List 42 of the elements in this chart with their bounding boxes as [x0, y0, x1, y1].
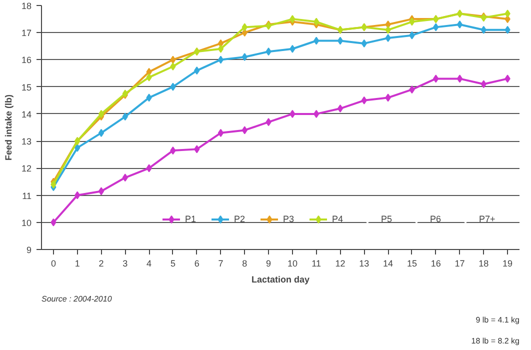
x-tick-label: 2 — [98, 258, 104, 268]
x-tick-label: 15 — [406, 258, 417, 268]
x-tick-label: 7 — [218, 258, 224, 268]
text: 18 lb = 8.2 kg — [471, 336, 520, 346]
x-tick-label: 3 — [122, 258, 128, 268]
y-tick-label: 14 — [21, 109, 32, 120]
y-tick-label: 15 — [21, 82, 32, 92]
x-tick-label: 9 — [266, 258, 272, 268]
source-note: Source : 2004-2010 — [42, 294, 112, 304]
x-tick-label: 6 — [194, 258, 200, 268]
y-tick-label: 9 — [26, 245, 32, 255]
x-tick-label: 17 — [454, 258, 465, 268]
x-tick-label: 12 — [335, 258, 346, 268]
y-tick-label: 11 — [22, 190, 32, 201]
y-tick-label: 16 — [21, 55, 32, 66]
x-tick-label: 19 — [502, 258, 513, 268]
y-axis-title: Feed intake (lb) — [3, 94, 14, 161]
x-tick-label: 18 — [478, 258, 489, 268]
x-tick-label: 5 — [170, 258, 176, 268]
legend-label: P7+ — [479, 214, 496, 224]
y-tick-label: 10 — [21, 218, 32, 228]
legend-label: P5 — [381, 214, 394, 224]
legend-label: P2 — [234, 214, 246, 224]
x-axis-title: Lactation day — [251, 274, 310, 284]
text: 9 lb = 4.1 kg — [476, 316, 520, 324]
x-tick-label: 4 — [146, 258, 152, 268]
y-tick-label: 12 — [21, 164, 32, 174]
legend-label: P4 — [332, 214, 344, 224]
legend-label: P3 — [283, 214, 296, 224]
x-tick-label: 13 — [359, 258, 370, 268]
x-tick-label: 14 — [383, 258, 394, 268]
x-tick-label: 10 — [287, 258, 298, 268]
x-tick-label: 0 — [50, 258, 56, 268]
x-tick-label: 11 — [312, 258, 322, 268]
y-tick-label: 13 — [21, 136, 32, 147]
x-tick-label: 1 — [74, 258, 80, 268]
x-tick-label: 8 — [242, 258, 248, 268]
y-tick-label: 18 — [21, 1, 32, 11]
legend-label: P6 — [430, 214, 442, 224]
legend-label: P1 — [185, 214, 198, 224]
y-tick-label: 17 — [21, 28, 32, 38]
x-tick-label: 16 — [430, 258, 441, 268]
